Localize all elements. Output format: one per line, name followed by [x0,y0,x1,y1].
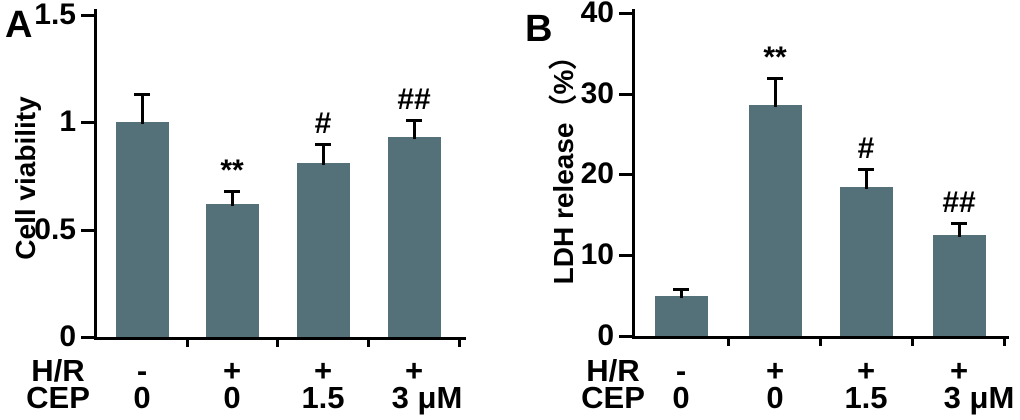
x-row-value: 1.5 [844,380,888,415]
panel-a-letter: A [5,4,33,46]
x-tick [186,340,189,347]
y-axis-line [632,9,635,339]
significance-marker: ## [397,82,431,116]
y-tick-label: 0.5 [34,212,76,246]
significance-marker: ** [220,153,244,187]
error-bar-stem [680,289,683,298]
x-tick [458,340,461,347]
bar [206,203,259,337]
x-row-value: 0 [766,380,784,415]
error-bar-cap [315,142,331,146]
y-tick-label: 40 [580,0,614,29]
y-tick-label: 1.5 [34,0,76,31]
x-row-value: 0 [133,380,151,415]
bar [116,122,169,337]
x-row-value: 3 μM [391,380,463,415]
y-tick [619,92,632,96]
y-tick [619,335,632,338]
error-bar-stem [958,222,961,237]
x-row-label: CEP [26,380,90,415]
x-row-value: 0 [223,380,241,415]
bar [749,104,802,336]
x-row-label: H/R [31,353,85,388]
error-bar-stem [865,168,868,189]
y-tick [619,11,632,15]
error-bar-cap [673,288,689,292]
y-tick-label: 1 [59,105,76,138]
y-tick [619,173,632,177]
x-row-value: 0 [672,380,690,415]
x-row-label: CEP [581,380,645,415]
error-bar-cap [767,77,783,81]
error-bar-cap [134,93,150,97]
x-axis-line [632,336,1009,339]
bar [297,162,350,337]
y-axis-line [94,9,97,340]
bar [840,186,893,336]
x-tick [727,339,730,346]
x-tick [276,340,279,347]
x-row-value: + [949,353,969,388]
x-tick [911,339,914,346]
bar [933,235,986,336]
y-tick-label: 10 [580,238,614,272]
y-tick [81,228,94,232]
significance-marker: ## [942,185,976,219]
x-tick [367,340,370,347]
panel-b-ldh-release: B LDH release（%） 0 10 20 30 40 ** # ## H/R - + + + CE… [510,0,1020,420]
x-row-value: - [136,353,148,388]
y-tick [619,254,632,258]
error-bar-cap [858,167,874,171]
x-row-value: + [222,353,242,388]
error-bar-stem [774,78,777,107]
y-tick-label: 0 [597,319,614,352]
error-bar-stem [231,190,234,206]
x-tick [1003,339,1006,346]
y-tick-label: 0 [59,320,76,353]
x-row-value: 1.5 [301,380,345,415]
panel-b-letter: B [525,8,553,50]
x-axis-line [94,337,466,340]
x-tick [819,339,822,346]
x-row-value: + [856,353,876,388]
error-bar-stem [141,94,144,124]
panel-a-cell-viability: A Cell viability 0 0.5 1 1.5 ** # ## H/R - + + + CEP… [5,0,466,415]
y-tick [81,336,94,339]
x-row-value: + [404,353,424,388]
x-row-value: - [675,353,687,388]
y-tick-label: 30 [580,76,614,110]
x-row-value: 3 μM [943,380,1015,415]
x-row-value: + [765,353,785,388]
x-row-value: + [313,353,333,388]
x-row-label: H/R [586,353,640,388]
significance-marker: ** [763,41,787,75]
y-tick [81,13,94,17]
bar [388,137,441,337]
y-tick-label: 20 [580,157,614,191]
error-bar-stem [322,143,325,165]
y-tick [81,121,94,124]
error-bar-cap [406,118,422,122]
error-bar-cap [951,221,967,225]
bar [655,295,708,336]
error-bar-cap [224,189,240,193]
significance-marker: # [857,131,875,165]
error-bar-stem [413,119,416,140]
significance-marker: # [314,106,332,140]
